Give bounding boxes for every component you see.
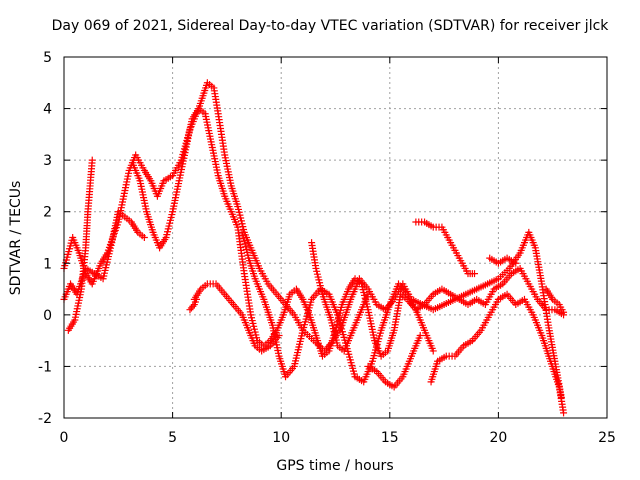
data-point	[560, 409, 568, 417]
data-point	[275, 331, 283, 339]
series-track-d	[130, 105, 437, 360]
y-tick-label: 5	[43, 50, 52, 66]
data-point	[560, 308, 568, 316]
y-tick-label: 2	[43, 205, 52, 221]
x-tick-label: 0	[60, 430, 69, 446]
y-tick-label: 1	[43, 256, 52, 272]
x-tick-label: 10	[272, 430, 290, 446]
data-point	[88, 156, 96, 164]
x-tick-label: 25	[598, 430, 616, 446]
series-track-h	[308, 239, 372, 355]
x-tick-label: 20	[489, 430, 507, 446]
y-tick-label: 4	[43, 102, 52, 118]
y-axis-label: SDTVAR / TECUs	[8, 181, 24, 296]
series-track-l	[486, 254, 520, 267]
y-tick-label: 3	[43, 153, 52, 169]
data-point	[512, 259, 520, 267]
data-point	[140, 234, 148, 241]
y-tick-label: -2	[38, 411, 52, 427]
data-point	[189, 302, 197, 310]
series-track-k	[427, 290, 568, 417]
axis-ticks: 0 5 10 15 20 25 -2 -1 0 1 2 3 4 5	[38, 50, 616, 446]
x-tick-label: 5	[168, 430, 177, 446]
series-track-f	[186, 295, 200, 314]
series-track-j	[412, 218, 479, 278]
plot-frame	[63, 56, 608, 419]
data-point	[471, 270, 479, 278]
series-track-m	[542, 285, 568, 316]
x-tick-label: 15	[381, 430, 399, 446]
series-track-i	[364, 331, 424, 391]
data-points	[60, 79, 568, 417]
data-point	[364, 290, 372, 298]
x-axis-label: GPS time / hours	[276, 458, 393, 474]
series-track-c	[64, 156, 96, 334]
chart-title: Day 069 of 2021, Sidereal Day-to-day VTE…	[52, 18, 610, 34]
y-tick-label: -1	[38, 359, 52, 375]
series-track-a	[60, 79, 565, 401]
y-tick-label: 0	[43, 308, 52, 324]
data-point	[429, 347, 437, 355]
data-point	[192, 295, 200, 303]
data-point	[416, 331, 424, 339]
